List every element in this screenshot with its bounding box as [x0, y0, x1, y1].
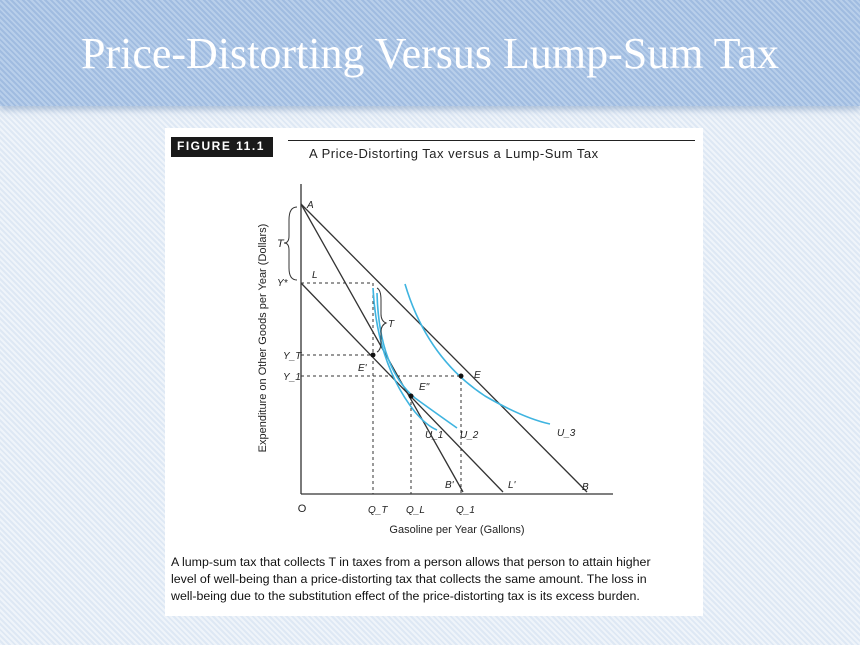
label-u2: U_2 — [460, 430, 479, 441]
title-banner — [0, 0, 860, 106]
label-l: L — [312, 270, 318, 281]
x-axis-label: Gasoline per Year (Gallons) — [389, 524, 524, 536]
figure-panel: FIGURE 11.1 A Price-Distorting Tax versu… — [165, 128, 703, 616]
indifference-curve-u1 — [372, 287, 438, 431]
label-l-prime: L' — [508, 480, 517, 491]
label-b: B — [582, 482, 589, 493]
figure-number: FIGURE 11.1 — [171, 137, 273, 157]
caption-line-3: well-being due to the substitution effec… — [171, 589, 640, 603]
y-tick-y-star: Y* — [277, 278, 289, 289]
x-tick-q-1: Q_1 — [456, 505, 475, 516]
y-tick-t: T — [277, 238, 285, 250]
indifference-curve-u3 — [404, 283, 551, 425]
label-e-prime: E' — [358, 363, 368, 374]
figure-title-rule — [288, 140, 695, 141]
label-u1: U_1 — [425, 430, 443, 441]
x-tick-q-l: Q_L — [406, 505, 425, 516]
label-a: A — [306, 200, 314, 211]
x-tick-q-t: Q_T — [368, 505, 388, 516]
label-b-prime: B' — [445, 480, 455, 491]
label-u3: U_3 — [557, 428, 576, 439]
label-e-double-prime: E" — [419, 382, 430, 393]
tax-diagram: Expenditure on Other Goods per Year (Dol… — [257, 184, 613, 536]
label-t-gap: T — [388, 319, 395, 330]
slide-title: Price-Distorting Versus Lump-Sum Tax — [80, 29, 780, 78]
point-e-prime — [370, 352, 376, 358]
y-axis-label: Expenditure on Other Goods per Year (Dol… — [257, 224, 269, 453]
y-tick-y-t: Y_T — [283, 351, 302, 362]
caption-line-1: A lump-sum tax that collects T in taxes … — [171, 555, 651, 569]
y-tick-y-1: Y_1 — [283, 372, 301, 383]
point-e-double-prime — [408, 393, 414, 399]
budget-line-LL-prime — [300, 282, 504, 493]
figure-title: A Price-Distorting Tax versus a Lump-Sum… — [309, 146, 599, 161]
caption-line-2: level of well-being than a price-distort… — [171, 572, 647, 586]
label-e: E — [474, 370, 481, 381]
origin-label: O — [298, 503, 307, 515]
point-e — [458, 373, 464, 379]
t-brace-gap — [376, 287, 388, 353]
figure-caption: A lump-sum tax that collects T in taxes … — [171, 554, 699, 605]
budget-line-AB — [300, 203, 588, 493]
t-brace-y — [283, 206, 298, 281]
